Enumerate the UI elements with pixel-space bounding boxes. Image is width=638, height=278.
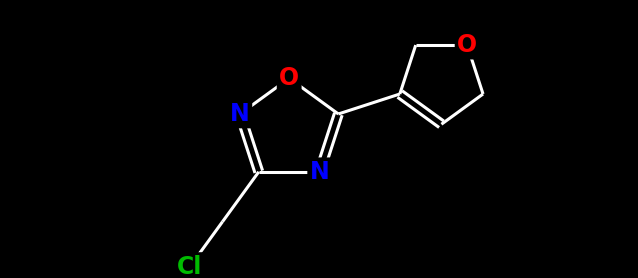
- Text: Cl: Cl: [177, 255, 203, 278]
- Text: O: O: [279, 66, 299, 90]
- Text: N: N: [230, 102, 250, 126]
- Text: N: N: [309, 160, 329, 184]
- Text: O: O: [457, 33, 477, 57]
